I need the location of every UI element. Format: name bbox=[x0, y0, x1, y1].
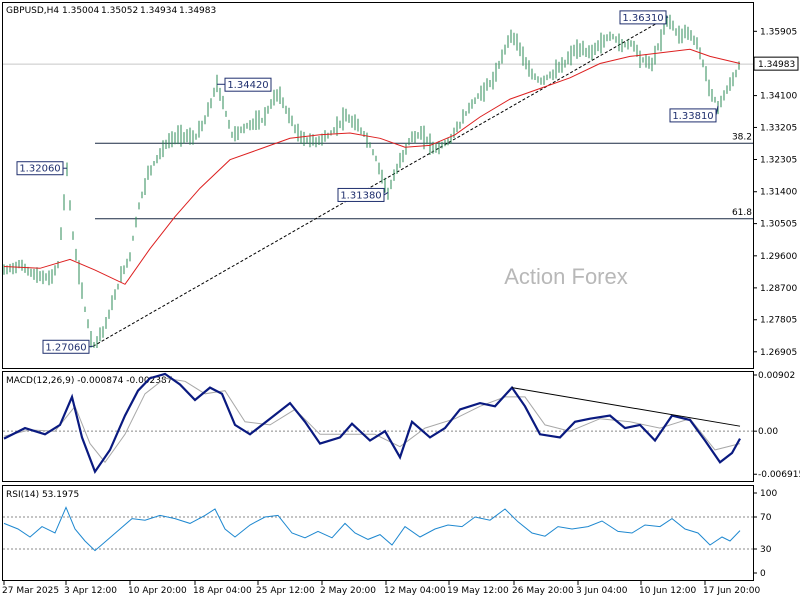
xtick-label: 3 Apr 12:00 bbox=[64, 586, 117, 596]
rsi-title: RSI(14) 53.1975 bbox=[6, 490, 79, 500]
macd-signal-line bbox=[3, 377, 741, 464]
xtick-label: 2 May 20:00 bbox=[320, 586, 376, 596]
annotation-text: 1.33810 bbox=[672, 111, 713, 122]
price-annotation: 1.31380 bbox=[337, 187, 389, 202]
ohlc-open: 1.35004 bbox=[62, 6, 99, 16]
main-ytick-label: 1.26905 bbox=[760, 348, 797, 358]
xtick-label: 19 May 12:00 bbox=[447, 586, 509, 596]
rsi-line bbox=[3, 506, 741, 552]
macd-plot-layer bbox=[3, 372, 753, 475]
macd-ytick-label: 0.00 bbox=[758, 427, 778, 437]
main-panel-frame bbox=[2, 2, 754, 369]
rsi-plot-layer bbox=[3, 506, 753, 552]
annotation-box bbox=[619, 10, 667, 25]
xtick-label: 25 Apr 12:00 bbox=[256, 586, 315, 596]
annotation-leader bbox=[383, 192, 389, 196]
macd-ytick-label: 0.00902 bbox=[758, 371, 795, 381]
rsi-ytick-label: 100 bbox=[760, 489, 777, 499]
moving-average-line bbox=[3, 48, 741, 285]
xtick-label: 26 May 20:00 bbox=[512, 586, 574, 596]
price-bars bbox=[3, 14, 740, 348]
annotation-text: 1.34420 bbox=[227, 80, 268, 91]
annotation-text: 1.36310 bbox=[622, 13, 663, 24]
main-ytick-label: 1.33205 bbox=[760, 123, 797, 133]
macd-trendline bbox=[511, 387, 741, 427]
support-trendline bbox=[92, 16, 669, 347]
fib-level-label: 38.2 bbox=[732, 132, 752, 142]
main-ytick-label: 1.29600 bbox=[760, 252, 797, 262]
xtick-label: 27 Mar 2025 bbox=[2, 586, 59, 596]
main-ytick-label: 1.32305 bbox=[760, 156, 797, 166]
price-annotation: 1.33810 bbox=[669, 105, 719, 123]
xtick-label: 10 Apr 20:00 bbox=[128, 586, 187, 596]
xtick-label: 17 Jun 20:00 bbox=[703, 586, 760, 596]
annotation-leader bbox=[88, 345, 94, 348]
current-price-marker: 1.34983 bbox=[753, 56, 799, 71]
annotation-box bbox=[224, 77, 272, 92]
rsi-panel-frame bbox=[2, 485, 754, 581]
annotation-text: 1.31380 bbox=[340, 190, 381, 201]
main-plot-layer: 38.2 61.8 1.27060 1.32060 1.34420 1.31380 1.36… bbox=[3, 10, 753, 354]
price-annotation: 1.32060 bbox=[16, 161, 67, 176]
main-ytick-label: 1.31400 bbox=[760, 188, 797, 198]
main-ytick-label: 1.27805 bbox=[760, 316, 797, 326]
macd-title: MACD(12,26,9) -0.000874 -0.002387 bbox=[6, 376, 172, 386]
main-title: GBPUSD,H4 bbox=[6, 6, 59, 16]
price-annotation: 1.34420 bbox=[216, 77, 272, 92]
macd-main-line bbox=[3, 372, 741, 475]
main-ytick-label: 1.30505 bbox=[760, 220, 797, 230]
macd-ytick-label: -0.006915 bbox=[758, 470, 800, 480]
ohlc-high: 1.35052 bbox=[101, 6, 138, 16]
annotation-text: 1.27060 bbox=[45, 342, 86, 353]
annotation-box bbox=[42, 339, 90, 354]
price-annotation: 1.36310 bbox=[619, 10, 669, 25]
xtick-label: 12 May 04:00 bbox=[384, 586, 446, 596]
annotation-box bbox=[337, 187, 385, 202]
xtick-label: 3 Jun 04:00 bbox=[576, 586, 628, 596]
current-price-box bbox=[753, 56, 799, 71]
ohlc-close: 1.34983 bbox=[179, 6, 216, 16]
main-ytick-label: 1.35905 bbox=[760, 27, 797, 37]
annotation-box bbox=[16, 161, 64, 176]
annotation-text: 1.32060 bbox=[19, 164, 60, 175]
annotation-box bbox=[669, 108, 717, 123]
xtick-label: 10 Jun 12:00 bbox=[639, 586, 696, 596]
rsi-ytick-label: 70 bbox=[760, 513, 772, 523]
price-annotation: 1.27060 bbox=[42, 339, 94, 354]
ohlc-low: 1.34934 bbox=[140, 6, 177, 16]
rsi-ytick-label: 0 bbox=[760, 569, 766, 579]
xtick-label: 18 Apr 04:00 bbox=[193, 586, 252, 596]
axis-layer: 1.359051.350001.341001.332051.323051.314… bbox=[2, 27, 800, 596]
fib-level-label: 61.8 bbox=[732, 208, 752, 218]
main-ytick-label: 1.34100 bbox=[760, 92, 797, 102]
main-ytick-label: 1.28700 bbox=[760, 284, 797, 294]
rsi-ytick-label: 30 bbox=[760, 545, 772, 555]
watermark: Action Forex bbox=[504, 264, 628, 289]
macd-panel-frame bbox=[2, 371, 754, 482]
current-price-label: 1.34983 bbox=[758, 60, 795, 70]
